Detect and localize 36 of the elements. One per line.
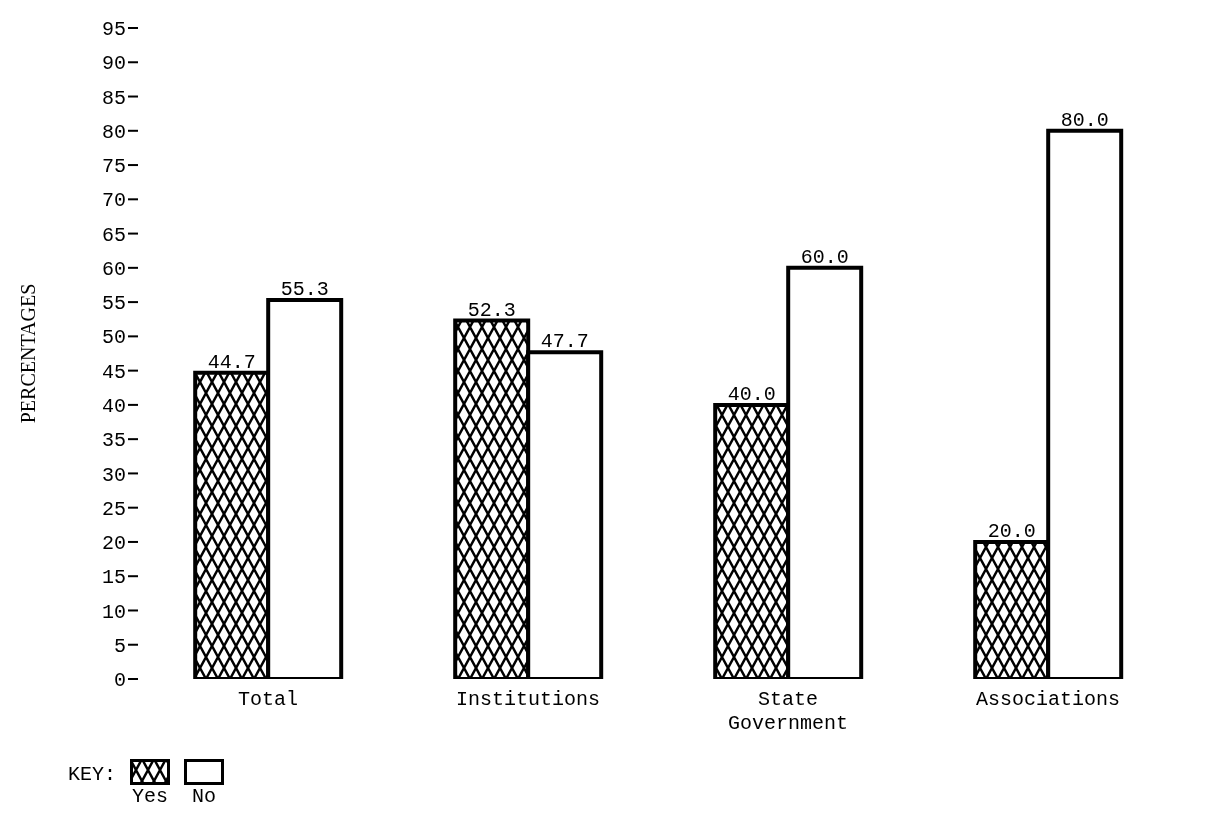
y-tick-label: 5 [113, 634, 126, 658]
y-tick-label: 0 [113, 669, 126, 693]
data-label: 40.0 [727, 382, 776, 406]
y-tick-label: 65 [101, 223, 126, 247]
y-tick-label: 20 [101, 532, 126, 556]
x-tick-label: Associations [975, 688, 1121, 711]
y-tick-label: 90 [101, 52, 126, 76]
data-label: 47.7 [540, 330, 589, 354]
y-tick-label: 15 [101, 566, 126, 590]
data-label: 80.0 [1060, 108, 1109, 132]
data-label: 52.3 [467, 298, 516, 322]
y-tick-label: 50 [101, 326, 126, 350]
data-label: 55.3 [280, 278, 329, 302]
y-tick-label: 85 [101, 86, 126, 110]
y-axis-title: PERCENTAGES [17, 283, 40, 424]
data-label: 20.0 [987, 519, 1036, 543]
y-tick-label: 75 [101, 155, 126, 179]
y-tick-label: 30 [101, 463, 126, 487]
y-tick-label: 60 [101, 257, 126, 281]
y-tick-label: 95 [101, 18, 126, 42]
y-tick-label: 35 [101, 429, 126, 453]
x-tick-label: Total [237, 688, 299, 711]
x-tick-label: State Government [727, 688, 849, 735]
data-label: 44.7 [207, 350, 256, 374]
y-tick-label: 70 [101, 189, 126, 213]
y-tick-label: 25 [101, 497, 126, 521]
legend-label: Yes [132, 785, 169, 808]
data-label: 60.0 [800, 245, 849, 269]
legend-title: KEY: [68, 763, 117, 786]
legend-label: No [192, 785, 217, 808]
y-tick-label: 55 [101, 292, 126, 316]
x-tick-label: Institutions [455, 688, 601, 711]
y-tick-label: 80 [101, 120, 126, 144]
y-tick-label: 45 [101, 360, 126, 384]
y-tick-label: 10 [101, 600, 126, 624]
y-tick-label: 40 [101, 394, 126, 418]
